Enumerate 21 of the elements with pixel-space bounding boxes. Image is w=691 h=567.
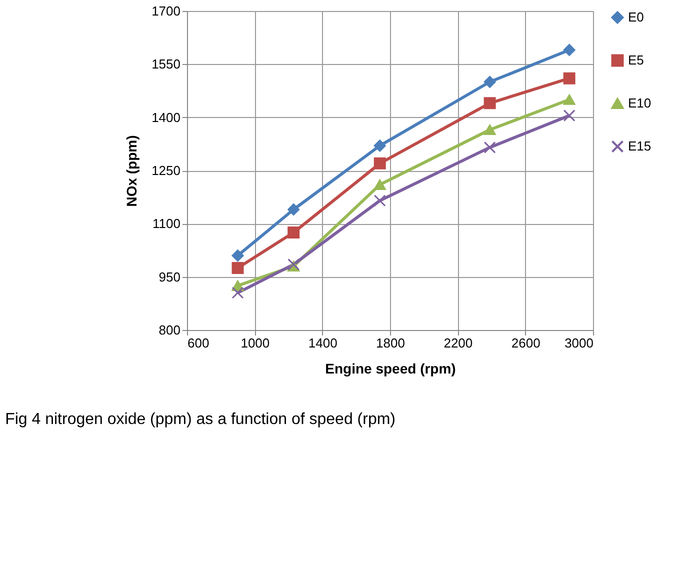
legend-label: E15: [628, 138, 652, 154]
x-tick-label: 1400: [308, 336, 338, 350]
y-tick-label: 1550: [152, 56, 180, 72]
y-tick-label: 1700: [152, 4, 180, 18]
x-tick-label: 2600: [511, 336, 540, 350]
y-tick-label: 1400: [152, 110, 180, 125]
x-tick-label: 3000: [564, 336, 594, 350]
caption: Fig 4 nitrogen oxide (ppm) as a function of speed (rpm): [5, 411, 396, 428]
y-axis-title: NOx (ppm): [124, 135, 140, 207]
y-tick-label: 800: [158, 322, 180, 338]
x-tick-label: 1000: [240, 336, 270, 350]
x-axis-title: Engine speed (rpm): [325, 360, 456, 376]
x-tick-label: 2200: [444, 336, 473, 350]
y-tick-label: 1250: [152, 163, 180, 178]
x-tick-label: 1800: [376, 336, 405, 350]
x-tick-label: 600: [188, 336, 210, 350]
legend-label: E0: [628, 10, 644, 24]
legend-label: E10: [628, 96, 652, 110]
legend-label: E5: [628, 52, 644, 68]
y-tick-label: 950: [158, 269, 180, 284]
y-tick-label: 1100: [152, 216, 180, 232]
